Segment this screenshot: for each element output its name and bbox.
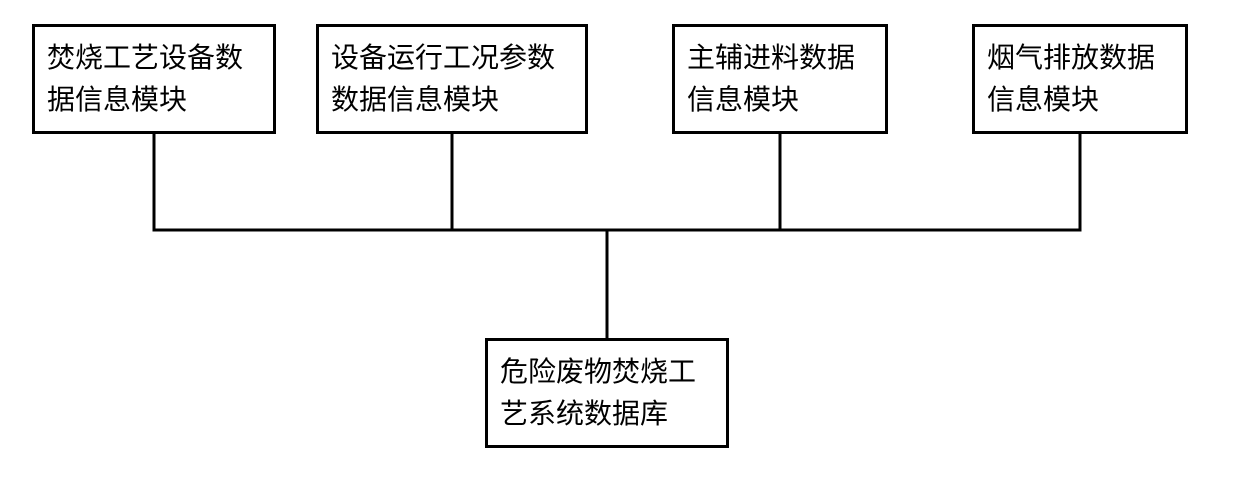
node-label: 焚烧工艺设备数据信息模块 xyxy=(35,37,273,121)
node-box3: 主辅进料数据信息模块 xyxy=(672,24,888,134)
node-box5: 危险废物焚烧工艺系统数据库 xyxy=(485,338,729,448)
node-box4: 烟气排放数据信息模块 xyxy=(972,24,1188,134)
flowchart-diagram: 焚烧工艺设备数据信息模块设备运行工况参数数据信息模块 主辅进料数据信息模块 烟气排放… xyxy=(0,0,1239,501)
node-label: 设备运行工况参数数据信息模块 xyxy=(319,37,585,121)
node-box2: 设备运行工况参数数据信息模块 xyxy=(316,24,588,134)
node-label: 危险废物焚烧工艺系统数据库 xyxy=(488,351,726,435)
node-box1: 焚烧工艺设备数据信息模块 xyxy=(32,24,276,134)
node-label: 主辅进料数据信息模块 xyxy=(675,37,885,121)
node-label: 烟气排放数据信息模块 xyxy=(975,37,1185,121)
